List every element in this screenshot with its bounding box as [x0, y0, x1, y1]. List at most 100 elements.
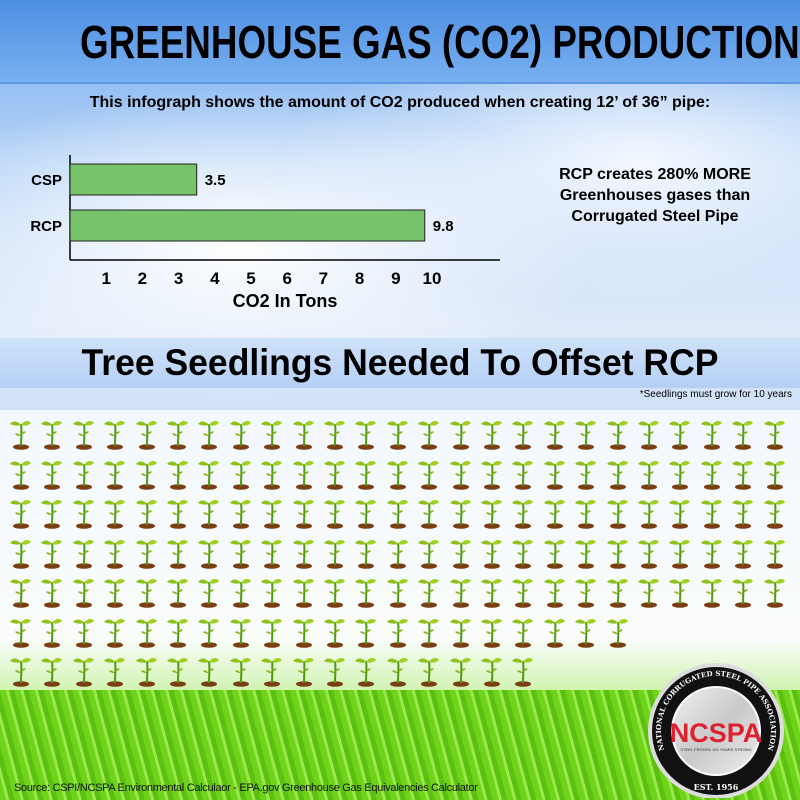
- x-tick-label: 1: [101, 269, 110, 288]
- seedling-icon: [135, 458, 159, 490]
- seedling-icon: [417, 655, 441, 687]
- title-band: [0, 0, 800, 84]
- seedling-icon: [763, 537, 787, 569]
- seedlings-band: [0, 338, 800, 388]
- seedling-icon: [103, 655, 127, 687]
- seedling-icon: [386, 655, 410, 687]
- seedling-icon: [323, 616, 347, 648]
- seedling-icon: [40, 458, 64, 490]
- seedling-icon: [166, 497, 190, 529]
- seedling-icon: [574, 616, 598, 648]
- seedling-icon: [72, 418, 96, 450]
- callout-line-3: Corrugated Steel Pipe: [571, 208, 739, 225]
- seedling-icon: [166, 616, 190, 648]
- seedling-icon: [417, 616, 441, 648]
- seedling-icon: [543, 616, 567, 648]
- seedling-icon: [292, 576, 316, 608]
- seedling-icon: [449, 458, 473, 490]
- seedling-icon: [166, 458, 190, 490]
- callout-line-2: Greenhouses gases than: [559, 187, 751, 204]
- seedling-icon: [323, 458, 347, 490]
- seedling-icon: [574, 497, 598, 529]
- seedling-icon: [668, 537, 692, 569]
- seedling-icon: [229, 497, 253, 529]
- seedling-icon: [700, 576, 724, 608]
- seedling-icon: [386, 537, 410, 569]
- seedling-icon: [260, 418, 284, 450]
- seedling-icon: [637, 537, 661, 569]
- seedling-icon: [637, 458, 661, 490]
- seedling-icon: [72, 576, 96, 608]
- seedling-icon: [229, 537, 253, 569]
- seedling-icon: [229, 418, 253, 450]
- seedling-icon: [637, 497, 661, 529]
- seedling-icon: [511, 458, 535, 490]
- x-tick-label: 9: [391, 269, 400, 288]
- seedling-icon: [103, 616, 127, 648]
- seedling-icon: [637, 418, 661, 450]
- seedling-icon: [543, 576, 567, 608]
- seedling-icon: [606, 537, 630, 569]
- x-axis-label: CO2 In Tons: [233, 291, 338, 311]
- seedling-icon: [9, 418, 33, 450]
- ncspa-logo: NATIONAL CORRUGATED STEEL PIPE ASSOCIATI…: [648, 663, 784, 798]
- seedling-icon: [700, 497, 724, 529]
- seedling-icon: [260, 616, 284, 648]
- x-tick-label: 7: [319, 269, 328, 288]
- callout-text: RCP creates 280% MORE Greenhouses gases …: [530, 164, 780, 227]
- seedling-icon: [354, 576, 378, 608]
- seedling-icon: [72, 655, 96, 687]
- seedling-icon: [606, 418, 630, 450]
- seedling-icon: [292, 418, 316, 450]
- data-label: 3.5: [205, 172, 226, 189]
- x-tick-label: 10: [423, 269, 442, 288]
- seedling-icon: [606, 576, 630, 608]
- seedling-icon: [292, 655, 316, 687]
- seedling-icon: [700, 537, 724, 569]
- seedling-icon: [668, 576, 692, 608]
- seedling-icon: [480, 418, 504, 450]
- seedling-icon: [606, 616, 630, 648]
- seedling-icon: [292, 616, 316, 648]
- seedling-icon: [700, 458, 724, 490]
- seedling-icon: [40, 537, 64, 569]
- seedling-icon: [323, 418, 347, 450]
- seedling-icon: [386, 497, 410, 529]
- seedling-icon: [449, 497, 473, 529]
- seedling-icon: [229, 616, 253, 648]
- seedling-icon: [135, 576, 159, 608]
- x-tick-label: 5: [246, 269, 255, 288]
- seedling-icon: [9, 458, 33, 490]
- seedling-icon: [323, 576, 347, 608]
- seedling-icon: [574, 458, 598, 490]
- seedling-icon: [197, 497, 221, 529]
- x-tick-label: 3: [174, 269, 183, 288]
- seedling-icon: [511, 616, 535, 648]
- seedling-icon: [354, 655, 378, 687]
- seedling-icon: [103, 537, 127, 569]
- seedling-icon: [637, 576, 661, 608]
- page-title: GREENHOUSE GAS (CO2) PRODUCTION: [80, 16, 800, 68]
- seedling-icon: [197, 576, 221, 608]
- seedling-icon: [511, 576, 535, 608]
- seedling-icon: [9, 655, 33, 687]
- seedling-icon: [449, 537, 473, 569]
- seedling-icon: [449, 616, 473, 648]
- x-tick-label: 4: [210, 269, 220, 288]
- seedling-icon: [731, 537, 755, 569]
- seedling-icon: [731, 458, 755, 490]
- seedling-icon: [763, 458, 787, 490]
- seedling-icon: [354, 418, 378, 450]
- seedling-icon: [229, 655, 253, 687]
- seedling-icon: [40, 655, 64, 687]
- seedling-icon: [260, 576, 284, 608]
- seedling-icon: [386, 458, 410, 490]
- seedling-icon: [260, 537, 284, 569]
- seedling-icon: [260, 497, 284, 529]
- seedling-icon: [511, 655, 535, 687]
- seedling-icon: [9, 576, 33, 608]
- seedling-icon: [606, 458, 630, 490]
- seedling-icon: [9, 616, 33, 648]
- seedling-icon: [511, 418, 535, 450]
- seedling-icon: [229, 458, 253, 490]
